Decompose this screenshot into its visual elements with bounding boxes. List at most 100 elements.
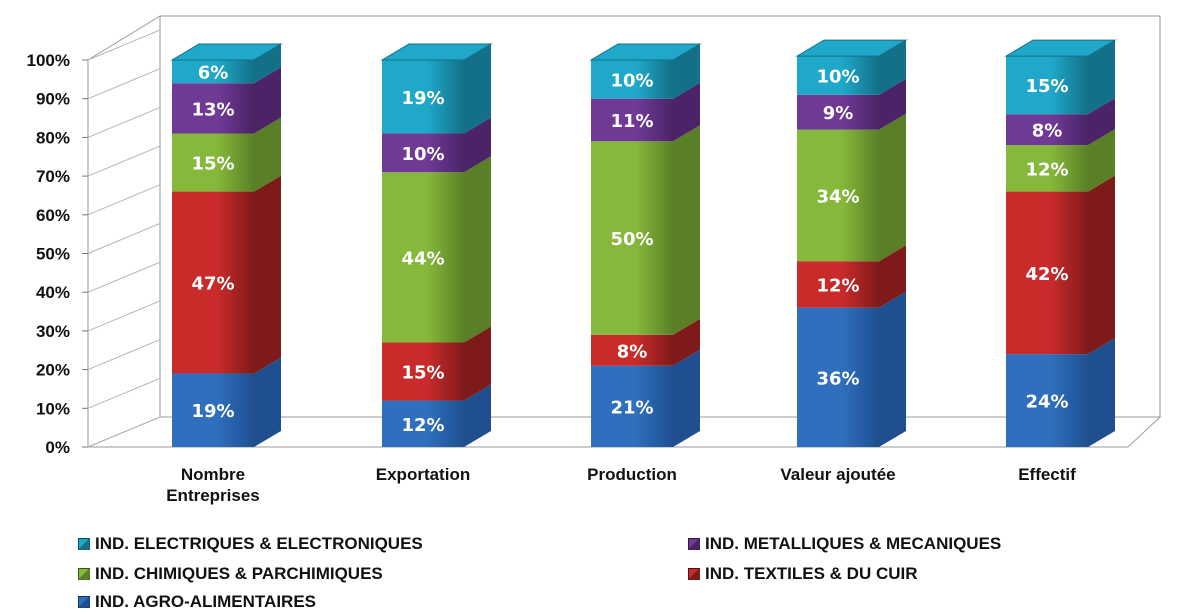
bar-face	[797, 129, 879, 262]
bar-side	[254, 67, 281, 134]
bar-face	[382, 60, 464, 134]
bar-face	[172, 83, 254, 134]
bar-face	[382, 172, 464, 343]
bar-segment: 12%	[382, 384, 491, 447]
bar-segment: 15%	[382, 326, 491, 401]
bar-side	[673, 44, 700, 99]
legend-label: IND. METALLIQUES & MECANIQUES	[705, 534, 1002, 553]
data-label: 10%	[610, 70, 653, 91]
bar-side	[879, 245, 906, 308]
bar-segment: 44%	[382, 156, 491, 343]
bar-face	[1006, 191, 1088, 355]
bar-segment: 8%	[1006, 98, 1115, 146]
y-tick-label: 40%	[36, 283, 70, 302]
bar-side	[879, 291, 906, 447]
bar-face	[172, 133, 254, 192]
y-tick-guide	[87, 261, 161, 293]
y-tick-label: 0%	[45, 438, 70, 457]
bar-side	[879, 78, 906, 130]
y-tick-label: 70%	[36, 167, 70, 186]
data-label: 11%	[610, 111, 653, 132]
bar-face	[591, 98, 673, 142]
bar-face	[591, 141, 673, 335]
legend-label: IND. CHIMIQUES & PARCHIMIQUES	[95, 564, 383, 583]
legend-swatch	[688, 568, 700, 580]
bar-face	[382, 400, 464, 447]
bar-top	[380, 43, 493, 61]
x-category-label: Exportation	[376, 465, 470, 484]
y-tick-guide	[87, 29, 161, 61]
y-tick-guide	[87, 300, 161, 332]
y-tick-guide	[87, 145, 161, 177]
bar-segment: 6%	[170, 43, 283, 84]
data-label: 19%	[191, 401, 234, 422]
bar-side	[1088, 40, 1115, 115]
bar-face	[1006, 114, 1088, 146]
bar-segment: 9%	[797, 78, 906, 130]
y-tick-label: 30%	[36, 322, 70, 341]
data-label: 10%	[816, 66, 859, 87]
data-label: 15%	[1025, 76, 1068, 97]
bar-side	[254, 44, 281, 84]
bar-segment: 24%	[1006, 338, 1115, 447]
legend-item: IND. METALLIQUES & MECANIQUES	[688, 534, 1001, 554]
bar-face	[797, 307, 879, 447]
bar-segment: 10%	[795, 39, 908, 95]
bar-segment: 19%	[380, 43, 493, 134]
bar-face	[1006, 145, 1088, 192]
bar-side	[1088, 338, 1115, 447]
data-label: 19%	[401, 88, 444, 109]
y-tick-guide	[87, 68, 161, 100]
bar-face	[591, 60, 673, 99]
y-tick-guide	[87, 223, 161, 254]
legend-label: IND. ELECTRIQUES & ELECTRONIQUES	[95, 534, 423, 553]
y-tick-label: 100%	[27, 51, 70, 70]
data-label: 21%	[610, 397, 653, 418]
bar-face	[1006, 354, 1088, 447]
data-label: 24%	[1025, 392, 1068, 413]
bar-top	[1004, 39, 1117, 57]
bar-face	[172, 191, 254, 374]
y-tick-label: 80%	[36, 128, 70, 147]
legend-label: IND. TEXTILES & DU CUIR	[705, 564, 918, 583]
y-tick-label: 60%	[36, 206, 70, 225]
data-label: 12%	[401, 415, 444, 436]
data-label: 50%	[610, 229, 653, 250]
legend-item: IND. CHIMIQUES & PARCHIMIQUES	[78, 564, 383, 584]
y-tick-label: 90%	[36, 90, 70, 109]
bar-segment: 13%	[172, 67, 281, 134]
x-category-label: Valeur ajoutée	[780, 465, 895, 484]
bar-top	[589, 43, 702, 61]
bar-side	[1088, 98, 1115, 146]
data-label: 42%	[1025, 264, 1068, 285]
bar-segment: 10%	[589, 43, 702, 99]
bar-side	[464, 44, 491, 134]
data-label: 44%	[401, 248, 444, 269]
bar-side	[673, 82, 700, 142]
legend-swatch	[78, 568, 90, 580]
bar-side	[254, 117, 281, 192]
bar-face	[797, 56, 879, 95]
bar-face	[382, 342, 464, 401]
bar-side	[879, 113, 906, 262]
bar-side	[464, 117, 491, 173]
data-label: 12%	[1025, 159, 1068, 180]
legend-item: IND. AGRO-ALIMENTAIRES	[78, 592, 316, 612]
bar-segment: 34%	[797, 113, 906, 262]
data-label: 15%	[191, 154, 234, 175]
legend-swatch	[688, 538, 700, 550]
bar-segment: 11%	[591, 82, 700, 142]
bar-face	[172, 373, 254, 447]
bar-face	[1006, 56, 1088, 115]
legend-label: IND. AGRO-ALIMENTAIRES	[95, 592, 316, 611]
y-tick-label: 20%	[36, 361, 70, 380]
data-label: 9%	[823, 103, 854, 124]
stacked-bar-chart: 0% 10% 20% 30% 40% 50% 60% 70% 80% 90% 100% 19% 47% 1…	[27, 15, 1162, 505]
bar-side	[254, 357, 281, 447]
bar-top	[170, 43, 283, 61]
legend-item: IND. TEXTILES & DU CUIR	[688, 564, 918, 584]
bar-segment: 12%	[797, 245, 906, 308]
x-category-label: Production	[587, 465, 677, 484]
legend-item: IND. ELECTRIQUES & ELECTRONIQUES	[78, 534, 423, 554]
bar-face	[382, 133, 464, 173]
